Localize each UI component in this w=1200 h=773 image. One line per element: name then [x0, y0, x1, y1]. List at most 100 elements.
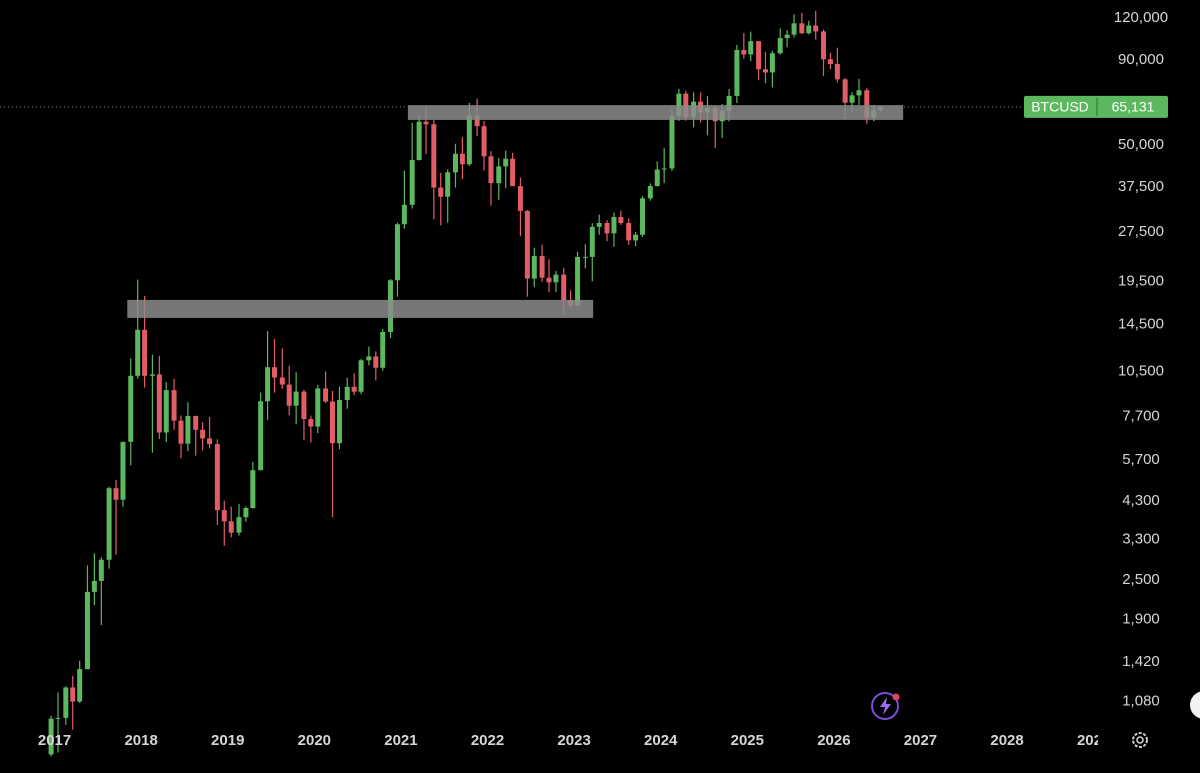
candle-body [849, 95, 855, 103]
candle-body [236, 517, 242, 533]
x-tick-label: 2021 [384, 732, 417, 749]
candle-body [546, 277, 552, 283]
candle-body [178, 420, 184, 444]
candle-body [575, 256, 581, 306]
candle-body [265, 367, 271, 402]
candle-body [438, 187, 444, 197]
candle-body [618, 216, 624, 224]
candle-body [200, 429, 206, 439]
candle-body [409, 160, 415, 205]
candle-body [769, 53, 775, 73]
candle-body [113, 488, 119, 500]
y-tick-label: 120,000 [1114, 9, 1168, 26]
x-tick-label: 2028 [990, 732, 1023, 749]
x-tick-label: 2024 [644, 732, 678, 749]
candle-body [84, 591, 90, 670]
y-tick-label: 1,080 [1122, 693, 1160, 710]
candle-body [561, 274, 567, 301]
candle-body [488, 156, 494, 184]
candle-body [531, 255, 537, 279]
candle-body [91, 580, 97, 592]
y-tick-label: 5,700 [1122, 451, 1160, 468]
candle-body [640, 198, 646, 235]
candle-body [48, 718, 54, 755]
candle-body [293, 391, 299, 406]
candle-body [149, 374, 155, 376]
candle-body [423, 121, 429, 125]
candle-body [806, 25, 812, 34]
candle-body [250, 470, 256, 509]
candle-body [517, 186, 523, 211]
candle-body [142, 329, 148, 376]
price-tag-box [1024, 95, 1168, 118]
candle-body [813, 25, 819, 32]
candle-body [647, 186, 653, 199]
x-tick-label: 2022 [471, 732, 504, 749]
candle-body [784, 34, 790, 39]
candle-body [661, 168, 667, 170]
candle-body [416, 121, 422, 161]
x-tick-label: 2019 [211, 732, 244, 749]
candle-body [474, 115, 480, 127]
candle-body [741, 49, 747, 55]
candle-body [452, 153, 458, 173]
candle-body [834, 63, 840, 80]
y-tick-label: 14,500 [1118, 316, 1164, 333]
side-handle [1190, 691, 1200, 719]
candle-body [510, 158, 516, 187]
x-tick-label: 2025 [731, 732, 764, 749]
y-tick-label: 90,000 [1118, 51, 1164, 68]
candle-body [864, 90, 870, 118]
x-tick-label: 2018 [124, 732, 157, 749]
candle-body [626, 223, 632, 241]
candle-body [431, 124, 437, 188]
candle-body [459, 153, 465, 165]
candle-body [827, 59, 833, 64]
candle-body [856, 90, 862, 96]
candle-body [120, 441, 126, 500]
candle-body [344, 386, 350, 401]
candle-body [272, 367, 277, 378]
candle-body [791, 23, 797, 35]
candle-body [323, 388, 329, 402]
y-tick-label: 19,500 [1118, 273, 1164, 290]
candle-body [63, 687, 69, 718]
candle-body [582, 256, 588, 258]
candle-body [70, 687, 76, 702]
candle-body [243, 508, 249, 518]
candle-body [228, 521, 234, 533]
candle-body [77, 669, 83, 702]
candle-body [553, 274, 559, 283]
candle-body [171, 390, 177, 421]
assistant-icon[interactable] [871, 692, 900, 720]
y-tick-label: 50,000 [1118, 136, 1164, 153]
candle-body [596, 222, 602, 227]
candle-body [496, 166, 502, 184]
x-tick-label: 2017 [38, 732, 71, 749]
candle-body [380, 331, 386, 368]
gear-outer [1132, 732, 1148, 748]
y-tick-label: 3,300 [1122, 530, 1160, 547]
candle-body [611, 216, 617, 234]
candle-body [193, 416, 199, 430]
candle-body [221, 510, 227, 522]
candle-body [308, 419, 314, 427]
y-axis: 120,000 90,000 50,000 37,500 27,500 19,500 14,… [1098, 9, 1168, 710]
candle-body [373, 356, 379, 368]
candle-body [366, 356, 372, 361]
candle-body [669, 116, 675, 169]
price-tag: BTCUSD 65,131 [1024, 95, 1168, 118]
candle-body [842, 79, 848, 103]
candle-body [401, 204, 407, 225]
candle-body [604, 222, 610, 234]
candle-body [466, 115, 472, 165]
x-tick-label: 2020 [298, 732, 331, 749]
candle-body [654, 169, 660, 187]
settings-button[interactable] [1132, 732, 1148, 748]
y-tick-label: 2,500 [1122, 571, 1160, 588]
candle-body [734, 49, 740, 96]
candle-body [55, 717, 61, 719]
candle-body [503, 158, 509, 167]
